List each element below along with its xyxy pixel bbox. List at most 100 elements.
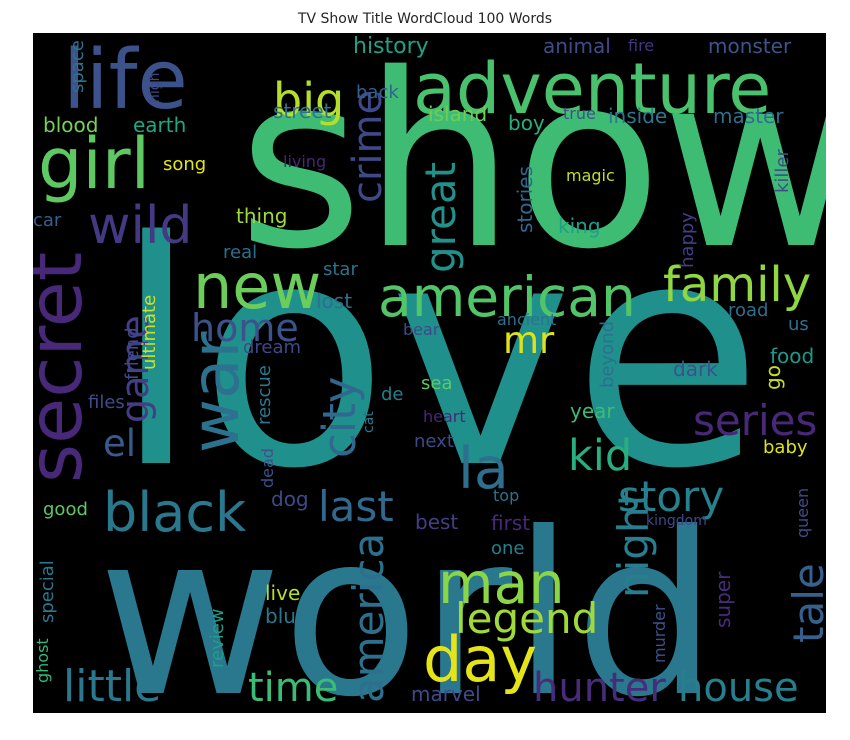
word-go: go (761, 365, 785, 390)
word-rescue: rescue (254, 365, 275, 425)
word-dog: dog (271, 487, 309, 511)
word-new: new (193, 250, 321, 323)
word-ultimate: ultimate (139, 295, 160, 370)
word-inside: inside (608, 104, 667, 128)
word-history: history (353, 34, 429, 59)
word-thing: thing (236, 204, 287, 228)
word-king: king (558, 214, 601, 238)
word-secret: secret (33, 252, 99, 483)
word-special: special (37, 560, 58, 623)
word-great: great (416, 162, 465, 273)
word-america: america (344, 533, 393, 703)
word-living: living (283, 152, 326, 171)
word-sea: sea (421, 373, 452, 394)
word-first: first (491, 511, 530, 535)
word-files: files (88, 392, 125, 413)
word-home: home (191, 306, 299, 350)
word-la: la (458, 436, 509, 502)
word-lost: lost (316, 289, 352, 313)
word-marvel: marvel (411, 682, 481, 706)
word-cat: cat (361, 411, 377, 433)
word-earth: earth (133, 113, 186, 137)
word-city: city (313, 376, 366, 458)
word-island: island (428, 102, 487, 126)
word-dream: dream (243, 337, 301, 358)
word-house: house (678, 665, 799, 711)
word-next: next (414, 431, 454, 452)
word-mr: mr (503, 319, 555, 362)
word-magic: magic (566, 166, 615, 185)
word-love: love (113, 176, 763, 537)
word-stories: stories (513, 166, 537, 233)
word-car: car (33, 210, 62, 231)
word-ghost: ghost (33, 638, 52, 683)
word-one: one (491, 538, 525, 559)
word-friend: friend (122, 327, 143, 380)
word-food: food (770, 344, 814, 368)
word-star: star (323, 259, 358, 280)
word-american: american (378, 265, 636, 329)
word-man: man (438, 551, 565, 617)
wordcloud-canvas: show love world life adventure girl wild big sec… (33, 33, 826, 713)
word-war: war (177, 331, 254, 453)
word-queen: queen (793, 488, 812, 538)
word-song: song (163, 154, 206, 175)
word-night: night (609, 490, 658, 598)
word-de: de (381, 384, 404, 405)
word-hunter: hunter (533, 665, 666, 711)
word-legend: legend (455, 594, 598, 643)
word-monster: monster (708, 34, 792, 58)
word-us: us (788, 314, 809, 335)
word-little: little (63, 661, 161, 712)
word-master: master (713, 104, 784, 128)
word-story: story (618, 472, 724, 521)
word-beyond: beyond (597, 321, 618, 388)
word-killer: killer (772, 148, 793, 193)
word-el: el (103, 422, 136, 465)
chart-title: TV Show Title WordCloud 100 Words (297, 11, 553, 27)
word-time: time (248, 665, 338, 711)
word-crime: crime (345, 90, 391, 203)
word-family: family (663, 257, 811, 313)
word-true: true (563, 104, 596, 123)
word-tale: tale (784, 563, 826, 643)
word-last: last (318, 482, 394, 531)
word-best: best (415, 510, 458, 534)
word-space: space (67, 40, 88, 93)
word-back: back (356, 82, 399, 103)
word-girl: girl (38, 123, 150, 205)
word-wild: wild (88, 196, 192, 256)
word-super: super (711, 571, 735, 628)
word-dark: dark (673, 357, 718, 381)
word-murder: murder (650, 604, 669, 663)
word-blood: blood (43, 113, 98, 137)
word-world: world (98, 485, 718, 713)
word-ancient: ancient (497, 310, 556, 329)
word-kingdom: kingdom (646, 513, 707, 529)
word-top: top (493, 486, 519, 505)
word-baby: baby (763, 437, 808, 458)
word-fire: fire (628, 36, 654, 55)
word-real: real (223, 242, 257, 263)
word-live: live (265, 581, 300, 605)
word-show: show (238, 33, 826, 302)
word-happy: happy (677, 212, 698, 268)
word-day: day (423, 623, 537, 696)
word-high: high (147, 72, 163, 103)
word-big: big (273, 73, 344, 127)
word-blue: blue (265, 604, 308, 628)
word-good: good (43, 499, 88, 520)
word-bear: bear (403, 320, 440, 339)
word-adventure: adventure (413, 48, 771, 130)
word-road: road (728, 300, 768, 321)
word-animal: animal (543, 34, 611, 58)
word-game: game (113, 315, 157, 423)
word-street: street (273, 99, 332, 123)
word-review: review (207, 608, 228, 668)
word-heart: heart (423, 407, 466, 426)
word-kid: kid (568, 431, 632, 481)
word-dead: dead (258, 448, 277, 488)
word-boy: boy (508, 111, 545, 135)
